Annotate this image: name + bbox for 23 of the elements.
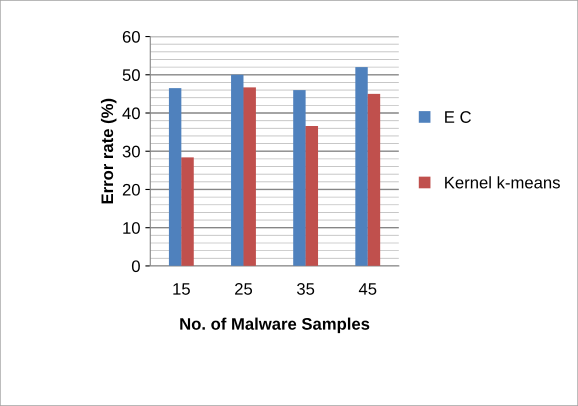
- bar: [293, 90, 306, 266]
- y-axis-title: Error rate (%): [100, 98, 116, 204]
- y-tick-label: 20: [122, 184, 140, 196]
- y-tick-label: 0: [132, 260, 140, 272]
- legend-label: Kernel k-means: [445, 176, 560, 188]
- x-tick-label: 45: [358, 283, 376, 295]
- y-tick-label: 40: [122, 107, 140, 120]
- x-axis-title: No. of Malware Samples: [180, 318, 370, 334]
- bar: [368, 94, 380, 266]
- y-tick-label: 60: [122, 30, 140, 43]
- y-tick-label: 30: [122, 146, 140, 158]
- bar: [181, 157, 194, 266]
- y-tick-label: 50: [122, 69, 140, 81]
- legend-label: E C: [445, 111, 471, 123]
- bar: [355, 67, 368, 266]
- bar: [306, 126, 318, 266]
- y-tick-label: 10: [123, 222, 140, 234]
- x-tick-label: 25: [235, 283, 252, 295]
- x-tick-label: 15: [173, 283, 190, 295]
- bar: [243, 87, 256, 266]
- bar: [231, 74, 244, 266]
- x-tick-label: 35: [296, 283, 314, 295]
- bar: [168, 88, 182, 266]
